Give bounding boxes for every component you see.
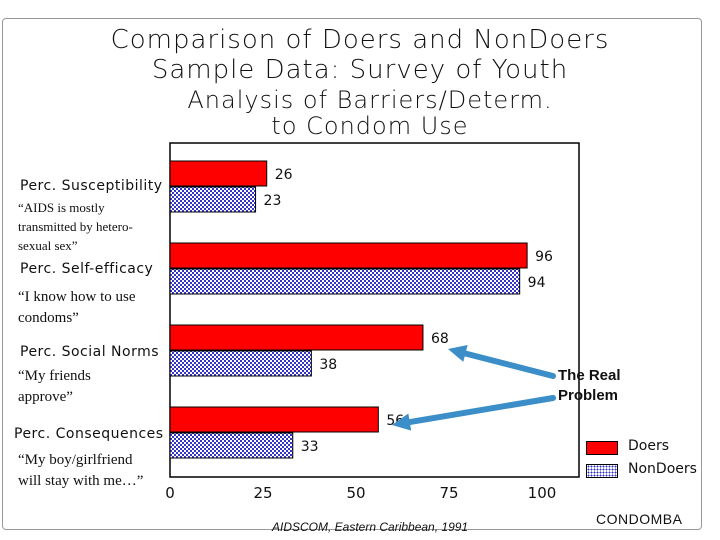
condomba-logo: CONDOMBA: [596, 511, 683, 527]
quote-consequences: “My boy/girlfriend will stay with me…”: [18, 450, 143, 492]
x-tick-label: 0: [165, 484, 175, 502]
x-tick-label: 50: [346, 484, 365, 502]
bar-value-label: 23: [264, 193, 282, 209]
bar-value-label: 68: [431, 331, 449, 347]
category-label-social-norms: Perc. Social Norms: [20, 344, 160, 360]
bar-nondoers-4: [169, 432, 294, 459]
x-tick-label: 100: [528, 484, 557, 502]
source-caption: AIDSCOM, Eastern Caribbean, 1991: [272, 520, 469, 534]
quote-susceptibility: “AIDS is mostly transmitted by hetero- s…: [18, 198, 133, 255]
annotation-line: Problem: [558, 387, 619, 404]
quote-line: condoms”: [18, 310, 79, 326]
plot-frame: [169, 142, 580, 478]
arrow-head: [392, 413, 412, 431]
category-label-self-efficacy: Perc. Self-efficacy: [20, 261, 154, 277]
quote-social-norms: “My friends approve”: [18, 366, 91, 408]
title-line-2: Sample Data: Survey of Youth: [151, 55, 569, 85]
bar-nondoers-3: [169, 350, 312, 377]
bar-value-label: 33: [301, 439, 319, 455]
bar-doers-2: [169, 242, 528, 269]
title-line-4: to Condom Use: [271, 112, 469, 140]
arrow-shaft: [403, 395, 556, 426]
arrow-shaft: [459, 349, 556, 379]
legend-label-nondoers: NonDoers: [628, 461, 697, 477]
quote-line: “My boy/girlfriend: [18, 452, 133, 468]
bar-doers-1: [169, 160, 268, 187]
bar-nondoers-2: [169, 268, 521, 295]
quote-line: “I know how to use: [18, 289, 136, 305]
annotation-line: The Real: [558, 367, 621, 384]
quote-line: “AIDS is mostly: [18, 200, 105, 215]
quote-line: transmitted by hetero-: [18, 219, 133, 234]
quote-line: sexual sex”: [18, 238, 78, 253]
legend-swatch-nondoers: [586, 464, 618, 478]
legend-label-doers: Doers: [628, 438, 670, 454]
quote-line: approve”: [18, 389, 73, 405]
title-line-3: Analysis of Barriers/Determ.: [187, 86, 553, 114]
bar-value-label: 96: [535, 249, 553, 265]
arrow-head: [448, 345, 468, 362]
quote-self-efficacy: “I know how to use condoms”: [18, 287, 135, 329]
x-tick-label: 25: [253, 484, 272, 502]
bar-value-label: 26: [275, 167, 293, 183]
bar-doers-4: [169, 406, 379, 433]
bar-doers-3: [169, 324, 424, 351]
title-line-1: Comparison of Doers and NonDoers: [110, 25, 610, 55]
category-label-consequences: Perc. Consequences: [14, 426, 164, 442]
category-label-susceptibility: Perc. Susceptibility: [20, 178, 163, 194]
quote-line: will stay with me…”: [18, 473, 144, 489]
legend-swatch-doers: [586, 441, 618, 455]
real-problem-annotation: The Real Problem: [558, 366, 621, 406]
bar-value-label: 94: [528, 275, 546, 291]
bar-value-label: 38: [319, 357, 337, 373]
slide-frame: [2, 18, 702, 530]
bar-nondoers-1: [169, 186, 257, 213]
quote-line: “My friends: [18, 368, 91, 384]
x-tick-label: 75: [439, 484, 458, 502]
